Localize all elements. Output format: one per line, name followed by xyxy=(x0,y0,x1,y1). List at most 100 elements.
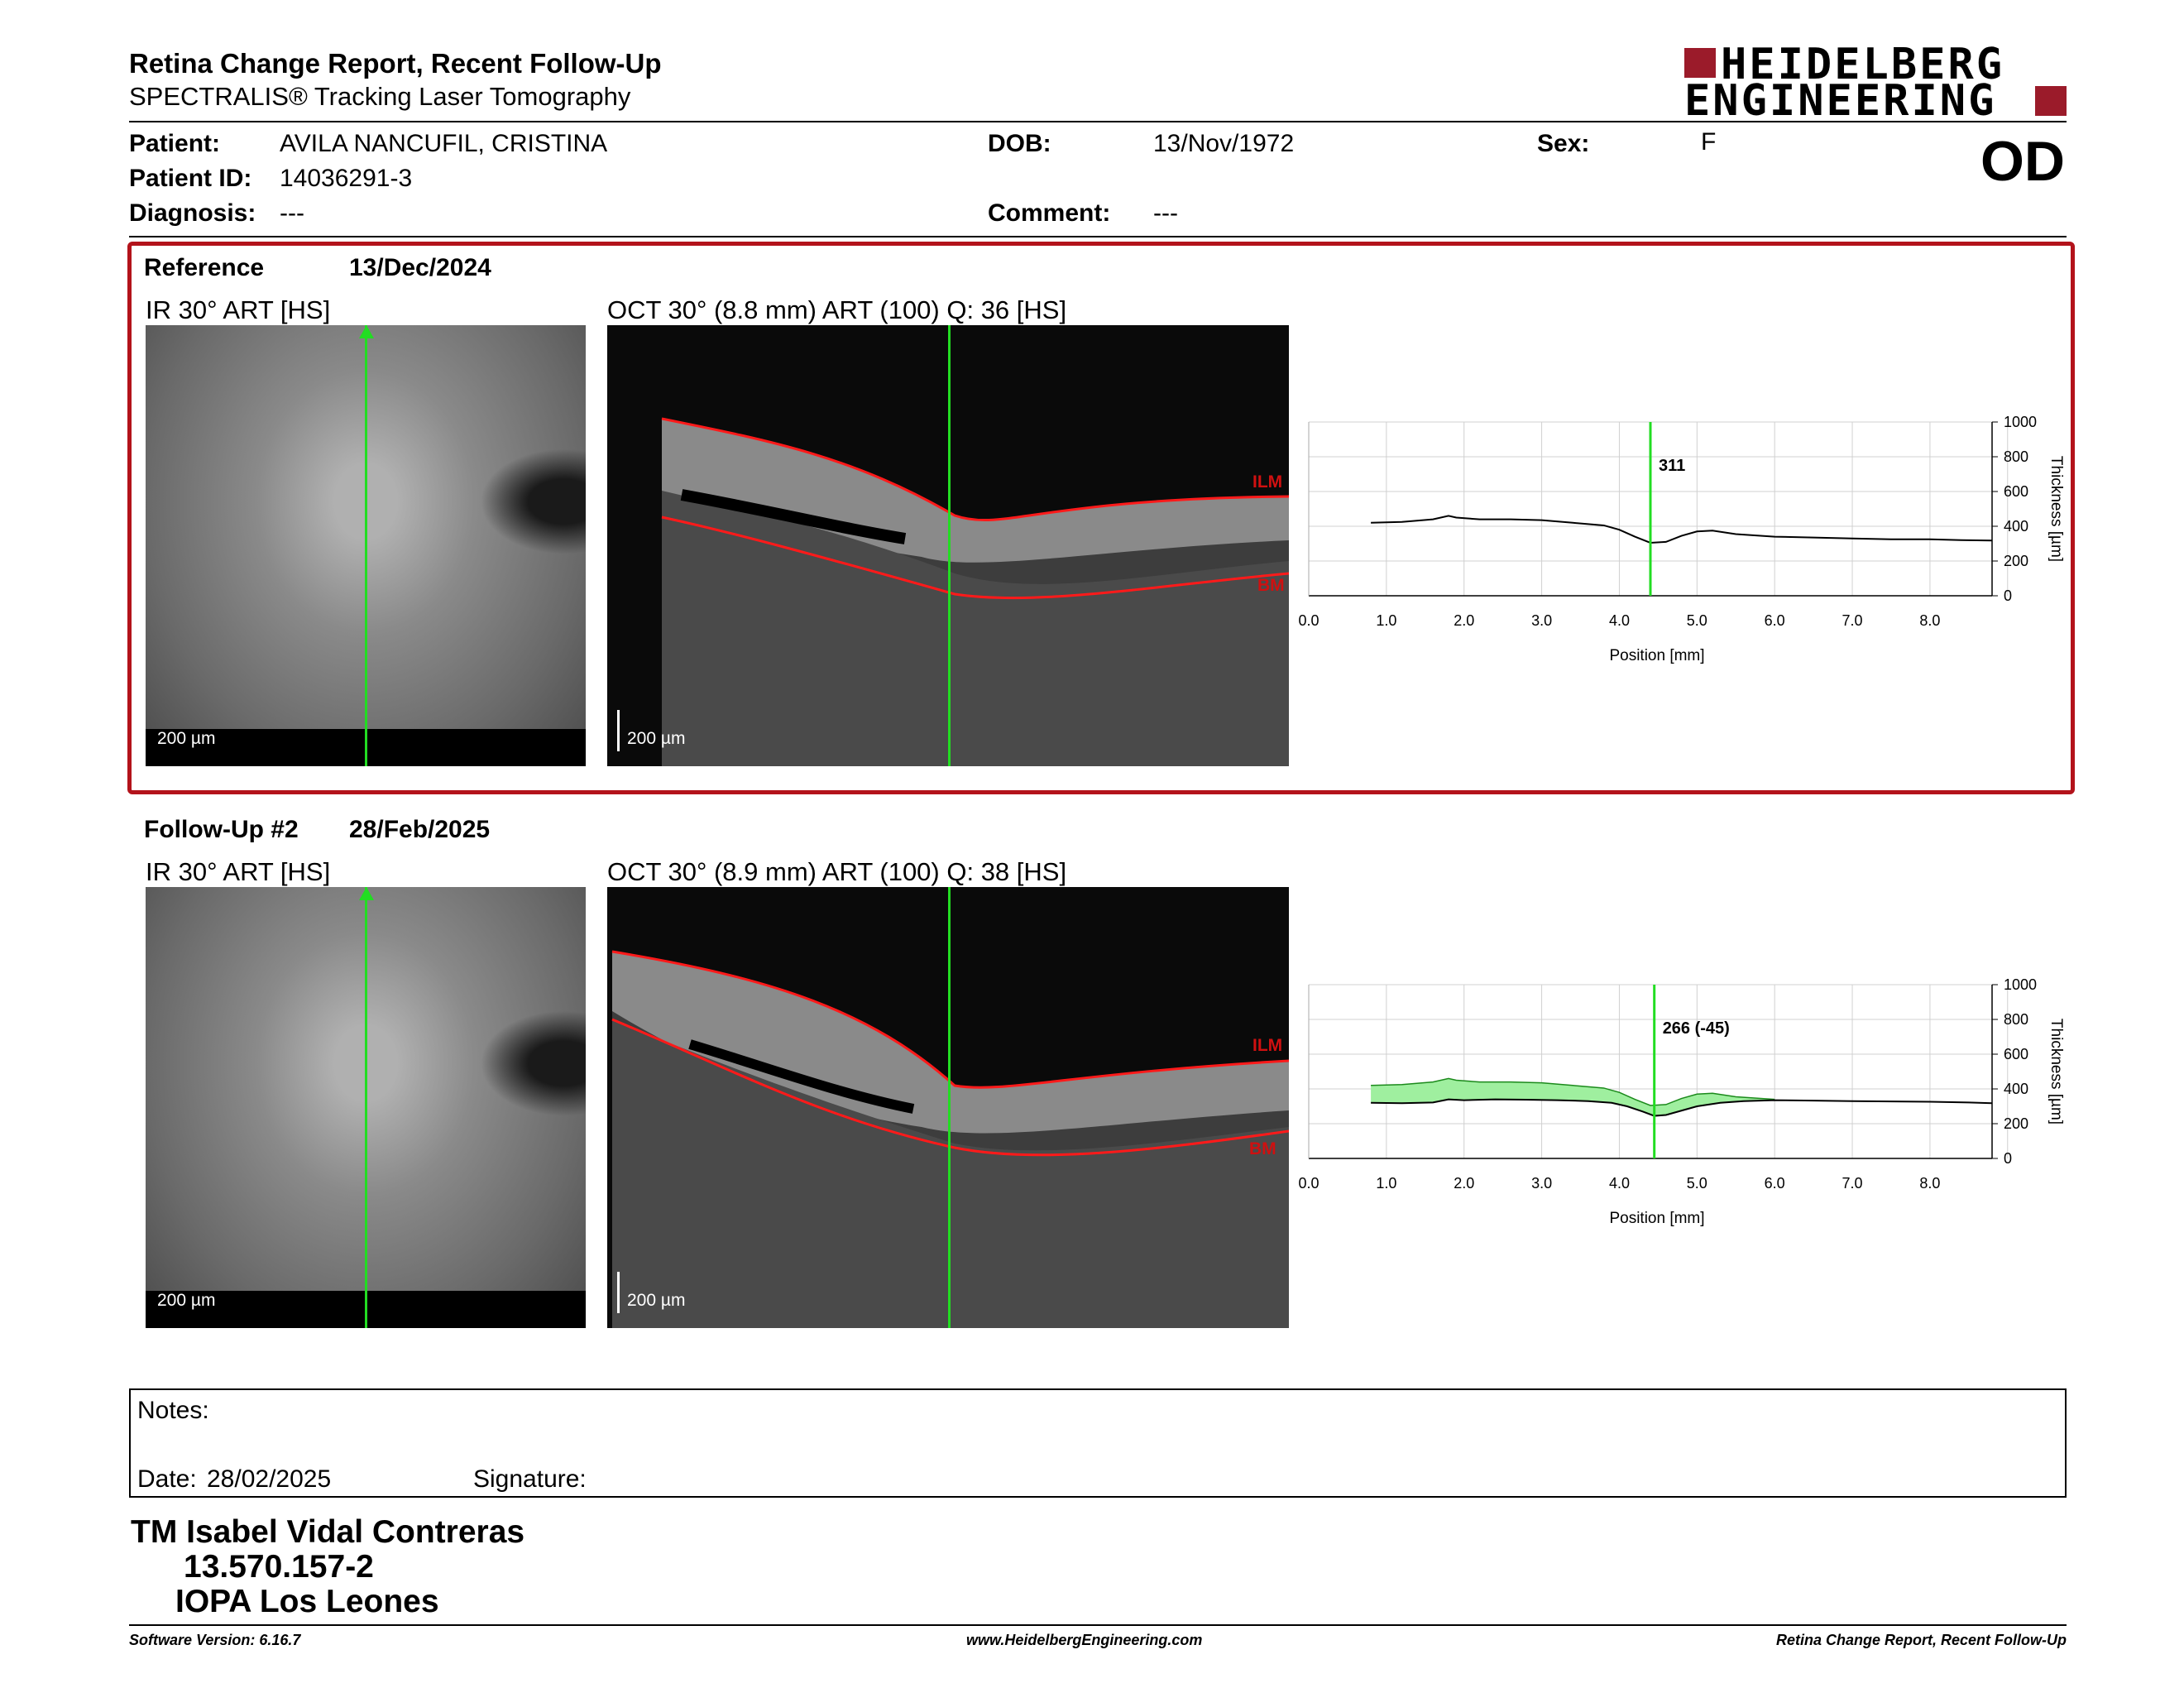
reference-thickness-chart: 0.0 1.0 2.0 3.0 4.0 5.0 6.0 7.0 8.0 0 200 400 600 800… xyxy=(1298,414,2065,664)
scan-arrow-icon xyxy=(359,325,374,338)
y-axis-label: Thickness [µm] xyxy=(2048,1019,2065,1125)
notes-date-label: Date: xyxy=(137,1465,197,1493)
ilm-label: ILM xyxy=(1252,472,1283,492)
scan-arrow-icon xyxy=(359,887,374,900)
header-divider xyxy=(129,121,2067,122)
ir-scale-bar: 200 µm xyxy=(157,729,216,748)
oct-scale-bar xyxy=(617,710,620,751)
heidelberg-logo: HEIDELBERG ENGINEERING xyxy=(1684,40,2067,126)
y-axis-label: Thickness [µm] xyxy=(2048,456,2065,562)
logo-line2: ENGINEERING xyxy=(1684,76,1997,126)
reference-oct-title: OCT 30° (8.8 mm) ART (100) Q: 36 [HS] xyxy=(607,295,1067,324)
x-tick-label: 7.0 xyxy=(1842,1175,1863,1192)
oct-scale-label: 200 µm xyxy=(627,1291,686,1310)
x-tick-label: 0.0 xyxy=(1298,1175,1319,1192)
x-tick-label: 5.0 xyxy=(1687,1175,1707,1192)
oct-bscan xyxy=(611,950,1289,1328)
x-tick-label: 5.0 xyxy=(1687,612,1707,629)
ilm-label: ILM xyxy=(1252,1036,1283,1055)
reference-ir-title: IR 30° ART [HS] xyxy=(146,295,331,324)
followup-label: Follow-Up #2 xyxy=(144,816,299,843)
oct-scale-label: 200 µm xyxy=(627,729,686,748)
sex-value: F xyxy=(1701,128,1717,156)
website-link[interactable]: www.HeidelbergEngineering.com xyxy=(966,1632,1203,1648)
marker-value-label: 266 (-45) xyxy=(1663,1019,1730,1038)
comment-value: --- xyxy=(1153,199,1178,227)
followup-ir-title: IR 30° ART [HS] xyxy=(146,857,331,886)
y-tick-label: 600 xyxy=(2004,483,2028,500)
y-tick-label: 0 xyxy=(2004,1150,2012,1167)
patient-name: AVILA NANCUFIL, CRISTINA xyxy=(280,130,608,157)
followup-oct-image[interactable]: ILM BM 200 µm xyxy=(607,887,1289,1328)
software-version: Software Version: 6.16.7 xyxy=(129,1632,301,1648)
bm-label: BM xyxy=(1257,576,1285,595)
report-subtitle: SPECTRALIS® Tracking Laser Tomography xyxy=(129,82,631,111)
diagnosis-value: --- xyxy=(280,199,304,227)
y-tick-label: 600 xyxy=(2004,1046,2028,1062)
logo-square-icon xyxy=(2035,86,2067,116)
notes-date-value: 28/02/2025 xyxy=(207,1465,332,1493)
oct-bscan xyxy=(661,417,1289,766)
logo-square-icon xyxy=(1684,48,1716,78)
patient-divider xyxy=(129,236,2067,237)
y-tick-label: 0 xyxy=(2004,587,2012,604)
dob-value: 13/Nov/1972 xyxy=(1153,130,1295,157)
oct-scale-bar xyxy=(617,1272,620,1313)
x-tick-label: 6.0 xyxy=(1765,612,1785,629)
oct-scan-line xyxy=(948,887,951,1328)
diagnosis-label: Diagnosis: xyxy=(129,199,256,227)
followup-ir-image[interactable]: 200 µm xyxy=(146,887,586,1328)
sex-label: Sex: xyxy=(1537,130,1590,157)
y-tick-label: 200 xyxy=(2004,553,2028,569)
reference-date: 13/Dec/2024 xyxy=(349,254,491,281)
y-tick-label: 400 xyxy=(2004,518,2028,535)
signer-id: 13.570.157-2 xyxy=(184,1549,374,1585)
y-tick-label: 800 xyxy=(2004,1011,2028,1028)
x-tick-label: 4.0 xyxy=(1609,1175,1630,1192)
ir-scale-bar: 200 µm xyxy=(157,1291,216,1310)
followup-oct-title: OCT 30° (8.9 mm) ART (100) Q: 38 [HS] xyxy=(607,857,1067,886)
x-tick-label: 1.0 xyxy=(1376,612,1396,629)
followup-date: 28/Feb/2025 xyxy=(349,816,491,843)
x-tick-label: 3.0 xyxy=(1531,612,1552,629)
x-tick-label: 8.0 xyxy=(1919,1175,1940,1192)
footer-divider xyxy=(129,1624,2067,1626)
reference-panel xyxy=(127,242,2075,794)
x-tick-label: 7.0 xyxy=(1842,612,1863,629)
y-tick-label: 800 xyxy=(2004,448,2028,465)
signer-institution: IOPA Los Leones xyxy=(175,1584,439,1619)
x-tick-label: 4.0 xyxy=(1609,612,1630,629)
scan-line xyxy=(365,325,367,766)
x-axis-label: Position [mm] xyxy=(1609,1210,1704,1227)
reference-label: Reference xyxy=(144,254,265,281)
x-tick-label: 0.0 xyxy=(1298,612,1319,629)
followup-thickness-chart: 0.0 1.0 2.0 3.0 4.0 5.0 6.0 7.0 8.0 0 200 400 600 800… xyxy=(1298,976,2065,1227)
change-area xyxy=(1371,1078,1775,1116)
signature-label: Signature: xyxy=(473,1465,587,1493)
dob-label: DOB: xyxy=(988,130,1051,157)
y-tick-label: 400 xyxy=(2004,1081,2028,1097)
x-tick-label: 3.0 xyxy=(1531,1175,1552,1192)
reference-ir-image[interactable]: 200 µm xyxy=(146,325,586,766)
patient-label: Patient: xyxy=(129,130,221,157)
x-tick-label: 2.0 xyxy=(1454,1175,1474,1192)
x-tick-label: 8.0 xyxy=(1919,612,1940,629)
x-tick-label: 2.0 xyxy=(1454,612,1474,629)
x-tick-label: 6.0 xyxy=(1765,1175,1785,1192)
notes-label: Notes: xyxy=(137,1397,209,1424)
scan-line xyxy=(365,887,367,1328)
patient-id-value: 14036291-3 xyxy=(280,165,413,192)
logo-line1: HEIDELBERG xyxy=(1721,40,2005,89)
signer-name: TM Isabel Vidal Contreras xyxy=(131,1514,525,1550)
y-tick-label: 200 xyxy=(2004,1115,2028,1132)
comment-label: Comment: xyxy=(988,199,1111,227)
patient-id-label: Patient ID: xyxy=(129,165,252,192)
bm-label: BM xyxy=(1249,1139,1276,1158)
oct-scan-line xyxy=(948,325,951,766)
notes-box[interactable]: Notes: Date: 28/02/2025 Signature: xyxy=(129,1388,2067,1498)
x-axis-label: Position [mm] xyxy=(1609,647,1704,664)
marker-value-label: 311 xyxy=(1659,457,1685,475)
x-tick-label: 1.0 xyxy=(1376,1175,1396,1192)
reference-oct-image[interactable]: ILM BM 200 µm xyxy=(607,325,1289,766)
reference-series-line xyxy=(1371,1077,1775,1106)
